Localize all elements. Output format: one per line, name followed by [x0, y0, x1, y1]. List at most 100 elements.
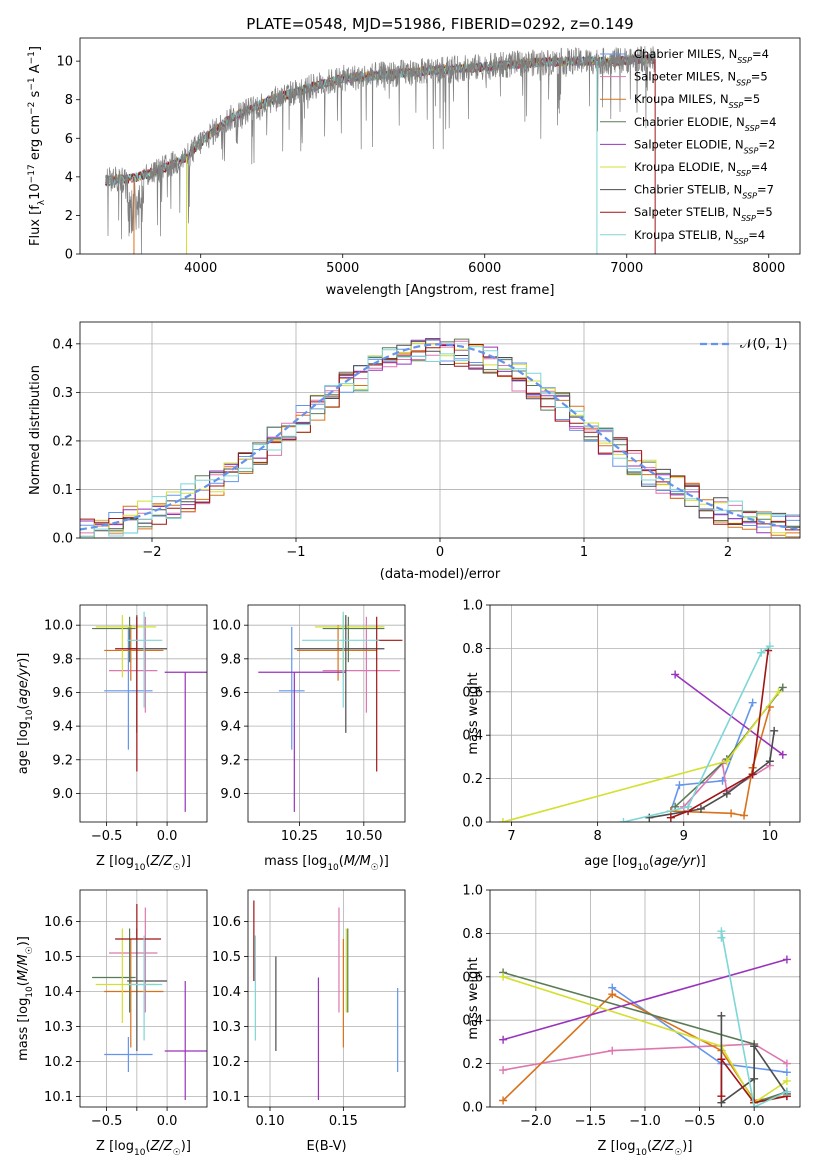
weight_age-panel: 7 8 9 10 0.0 0.2 0.4 0.6 0.8 1.0 age [log10(age/yr… [462, 599, 801, 873]
weight-marker [717, 1092, 726, 1101]
y-axis-label: Flux [fλ10−17 erg cm−2 s−1 A−1] [27, 46, 47, 246]
x-axis-label: Z [log10(Z/Z☉)] [598, 1139, 693, 1158]
y-tick-label: 10.6 [44, 915, 73, 930]
y-axis-label: age [log10(age/yr)] [16, 653, 35, 775]
errorbars [258, 611, 403, 812]
weight-marker [727, 809, 736, 818]
y-tick-label: 1.0 [462, 884, 483, 899]
y-tick-label: 10.5 [212, 950, 241, 965]
weight-marker [684, 802, 693, 811]
x-axis-label: Z [log10(Z/Z☉)] [96, 1139, 191, 1158]
weight-marker [608, 990, 617, 999]
axes-frame [79, 321, 801, 539]
x-tick-label: 1 [580, 545, 588, 560]
weight-line [674, 687, 784, 808]
y-tick-label: 10.2 [212, 1055, 241, 1070]
weight-marker [675, 781, 684, 790]
weight-marker [696, 804, 705, 813]
y-tick-label: 2 [65, 209, 73, 224]
weight-marker [778, 750, 787, 759]
weight-marker [782, 1076, 791, 1085]
errorbars [92, 611, 207, 812]
weight-marker [782, 1068, 791, 1077]
y-tick-label: 0.4 [462, 1014, 483, 1029]
y-tick-label: 10.0 [212, 619, 241, 634]
legend-entry: Kroupa MILES, NSSP=5 [634, 92, 760, 110]
x-tick-label: −1.5 [575, 1114, 607, 1129]
x-tick-label: 0 [436, 545, 444, 560]
weight-marker [770, 726, 779, 735]
weight-line [502, 958, 788, 1041]
y-axis-label: mass [log10(M/M☉)] [16, 936, 35, 1061]
weight-line [674, 673, 784, 756]
x-tick-label: 5000 [326, 261, 359, 276]
y-tick-label: 10.2 [44, 1055, 73, 1070]
weight-marker [717, 927, 726, 936]
x-tick-label: −2.0 [520, 1114, 552, 1129]
y-tick-label: 10.5 [44, 950, 73, 965]
weight-marker [782, 1087, 791, 1096]
y-tick-label: 0.2 [52, 434, 73, 449]
weight-line [502, 1043, 788, 1071]
x-tick-label: −2 [142, 545, 161, 560]
y-tick-label: 0.1 [52, 483, 73, 498]
x-axis-label: Z [log10(Z/Z☉)] [96, 854, 191, 873]
weight-line [502, 691, 780, 822]
y-tick-label: 0.4 [52, 337, 73, 352]
x-tick-label: 7 [507, 829, 515, 844]
weight-marker [765, 757, 774, 766]
weight-marker [499, 1035, 508, 1044]
weight-marker [717, 1055, 726, 1064]
y-tick-label: 9.0 [52, 787, 73, 802]
x-tick-label: 9 [680, 829, 688, 844]
y-tick-label: 10.1 [212, 1090, 241, 1105]
y-tick-label: 0.2 [462, 772, 483, 787]
y-axis-label: Normed distribution [28, 365, 43, 495]
weight-line [502, 976, 788, 1104]
y-tick-label: 4 [65, 170, 73, 185]
weight-marker [782, 1059, 791, 1068]
y-tick-label: 1.0 [462, 599, 483, 614]
y-tick-label: 9.6 [52, 686, 73, 701]
x-tick-label: −1 [286, 545, 305, 560]
weight-marker [499, 972, 508, 981]
x-tick-label: 10.50 [345, 829, 382, 844]
axes-frame [489, 604, 801, 823]
weight-marker [750, 1074, 759, 1083]
x-tick-label: −0.5 [91, 1114, 123, 1129]
x-tick-label: 10.25 [281, 829, 318, 844]
mass_EBV-panel: 0.10 0.15 10.1 10.2 10.3 10.4 10.5 10.6 E(B-V) [212, 889, 406, 1154]
y-tick-label: 10.1 [44, 1090, 73, 1105]
weight-marker [499, 1096, 508, 1105]
y-tick-label: 10.3 [212, 1020, 241, 1035]
x-tick-label: 10 [762, 829, 779, 844]
y-tick-label: 8 [65, 93, 73, 108]
weight-marker [671, 670, 680, 679]
weight-marker [757, 648, 766, 657]
legend-entry: Salpeter ELODIE, NSSP=2 [634, 137, 775, 155]
y-tick-label: 0.0 [462, 1101, 483, 1116]
x-tick-label: 8 [593, 829, 601, 844]
mass_Z-panel: −0.5 0.0 10.1 10.2 10.3 10.4 10.5 10.6 Z [log10(… [16, 889, 208, 1158]
y-tick-label: 0.4 [462, 729, 483, 744]
x-tick-label: 0.15 [329, 1114, 358, 1129]
y-tick-label: 9.6 [220, 686, 241, 701]
weight-marker [666, 813, 675, 822]
y-tick-label: 9.0 [220, 787, 241, 802]
residual-histogram [80, 342, 800, 538]
y-tick-label: 9.4 [52, 720, 73, 735]
weight-marker [765, 642, 774, 651]
residuals-panel: −2 −1 0 1 2 0.0 0.1 0.2 0.3 0.4 (data-model)/error… [28, 321, 801, 582]
y-tick-label: 10.4 [44, 985, 73, 1000]
y-tick-label: 9.4 [220, 720, 241, 735]
weight-marker [722, 789, 731, 798]
x-axis-label: E(B-V) [306, 1139, 346, 1154]
x-axis-label: wavelength [Angstrom, rest frame] [326, 283, 555, 298]
y-tick-label: 10.3 [44, 1020, 73, 1035]
weight-lines [499, 927, 791, 1107]
y-tick-label: 0.6 [462, 970, 483, 985]
x-tick-label: 0.0 [157, 829, 178, 844]
y-tick-label: 10.4 [212, 985, 241, 1000]
weight-marker [645, 813, 654, 822]
